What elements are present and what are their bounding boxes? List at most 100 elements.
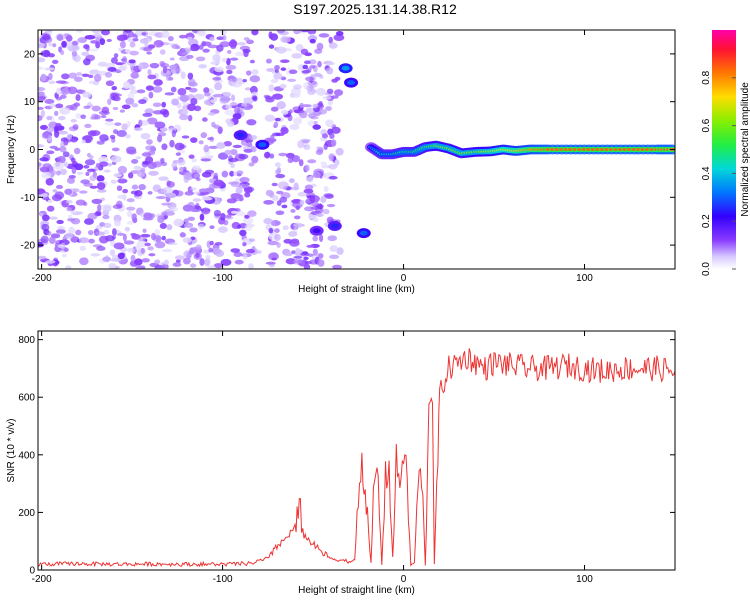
spectral-blob-core [341, 65, 350, 71]
noise-speck [130, 254, 136, 262]
noise-speck [315, 213, 324, 217]
noise-speck [170, 86, 177, 93]
noise-speck [74, 76, 83, 82]
noise-speck [38, 144, 45, 148]
noise-speck [331, 78, 338, 83]
noise-speck [203, 144, 210, 153]
noise-speck [198, 140, 204, 145]
noise-speck [99, 134, 109, 142]
noise-speck [114, 220, 121, 227]
noise-speck [89, 48, 99, 52]
noise-speck [48, 80, 56, 85]
noise-speck [55, 80, 67, 84]
noise-speck [181, 135, 190, 139]
spectrogram-ytick-label: 20 [24, 49, 36, 60]
noise-speck [82, 91, 92, 98]
noise-speck [39, 124, 48, 130]
noise-speck [120, 58, 127, 62]
noise-speck [251, 91, 259, 97]
snr-ytick-label: 0 [29, 566, 35, 577]
noise-speck [250, 145, 257, 153]
noise-speck [52, 43, 57, 48]
noise-speck [62, 151, 70, 158]
noise-speck [266, 68, 276, 72]
noise-speck [190, 137, 198, 144]
noise-speck [46, 115, 53, 121]
noise-speck [61, 87, 70, 95]
colorbar-tick-label: 0.8 [701, 70, 712, 84]
spectrogram-ytick-label: -20 [21, 241, 36, 252]
noise-speck [223, 219, 229, 226]
noise-speck [268, 252, 279, 261]
noise-speck [329, 254, 340, 259]
noise-speck [42, 33, 51, 41]
noise-speck [248, 162, 255, 167]
noise-speck [218, 226, 228, 233]
noise-speck [244, 87, 252, 91]
noise-speck [61, 73, 70, 80]
noise-speck [72, 124, 79, 130]
noise-speck [328, 36, 333, 44]
noise-speck [272, 93, 284, 100]
noise-speck [303, 144, 311, 151]
noise-speck [186, 251, 192, 260]
noise-speck [70, 139, 78, 143]
noise-speck [231, 76, 237, 83]
spectrogram-xlabel: Height of straight line (km) [298, 284, 415, 295]
noise-speck [322, 208, 330, 215]
noise-speck [133, 165, 142, 170]
noise-speck [147, 246, 154, 251]
noise-speck [199, 213, 205, 221]
noise-speck [46, 205, 55, 212]
noise-speck [146, 117, 158, 125]
noise-speck [280, 36, 291, 43]
noise-speck [148, 91, 154, 99]
spectral-blob-core [258, 142, 267, 148]
noise-speck [267, 240, 279, 246]
noise-speck [105, 118, 114, 122]
noise-speck [111, 228, 117, 236]
noise-speck [149, 62, 160, 69]
spectral-blob-core [330, 223, 339, 229]
noise-speck [249, 59, 255, 64]
noise-speck [329, 132, 335, 139]
noise-speck [117, 194, 125, 199]
noise-speck [83, 218, 94, 225]
spectrogram-xtick-label: 0 [401, 273, 407, 284]
noise-speck [173, 218, 184, 227]
noise-speck [140, 167, 146, 173]
noise-speck [210, 61, 218, 65]
noise-speck [182, 166, 187, 172]
noise-speck [331, 95, 339, 99]
noise-speck [187, 36, 193, 40]
noise-speck [327, 235, 338, 242]
noise-speck [291, 250, 296, 254]
noise-speck [191, 158, 197, 163]
noise-speck [141, 152, 152, 157]
chart-title: S197.2025.131.14.38.R12 [293, 1, 457, 17]
noise-speck [161, 235, 166, 241]
noise-speck [270, 219, 280, 227]
noise-speck [202, 117, 208, 122]
noise-speck [288, 109, 293, 114]
noise-speck [221, 170, 229, 178]
noise-speck [124, 226, 131, 232]
noise-speck [201, 207, 211, 215]
noise-speck [204, 169, 215, 174]
noise-speck [209, 225, 215, 230]
noise-speck [298, 159, 304, 167]
noise-speck [150, 232, 156, 241]
noise-speck [71, 188, 80, 193]
noise-speck [217, 126, 223, 135]
noise-speck [152, 86, 163, 93]
noise-speck [128, 84, 135, 91]
noise-speck [192, 165, 201, 171]
noise-speck [263, 94, 271, 98]
snr-ytick-label: 400 [18, 450, 35, 461]
noise-speck [284, 252, 293, 257]
noise-speck [336, 247, 344, 255]
noise-speck [124, 49, 131, 54]
noise-speck [235, 186, 243, 195]
noise-speck [59, 168, 68, 176]
